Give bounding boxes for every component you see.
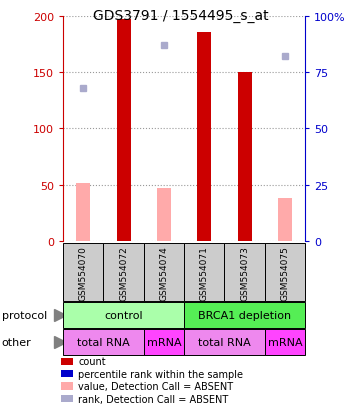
Bar <box>278 199 292 242</box>
Bar <box>197 33 211 242</box>
Bar <box>117 20 131 242</box>
Text: GSM554075: GSM554075 <box>280 245 290 300</box>
Text: GSM554072: GSM554072 <box>119 245 128 300</box>
Text: GSM554073: GSM554073 <box>240 245 249 300</box>
Text: percentile rank within the sample: percentile rank within the sample <box>78 369 243 379</box>
Text: GSM554070: GSM554070 <box>79 245 88 300</box>
Text: GSM554071: GSM554071 <box>200 245 209 300</box>
Text: value, Detection Call = ABSENT: value, Detection Call = ABSENT <box>78 381 234 391</box>
Text: other: other <box>2 337 31 347</box>
Text: mRNA: mRNA <box>147 337 181 347</box>
Text: mRNA: mRNA <box>268 337 302 347</box>
Text: protocol: protocol <box>2 310 47 320</box>
Text: GDS3791 / 1554495_s_at: GDS3791 / 1554495_s_at <box>93 9 268 23</box>
Text: total RNA: total RNA <box>198 337 251 347</box>
Text: rank, Detection Call = ABSENT: rank, Detection Call = ABSENT <box>78 394 229 404</box>
Bar <box>76 183 90 242</box>
Text: GSM554074: GSM554074 <box>160 245 169 300</box>
Text: control: control <box>104 310 143 320</box>
Bar <box>157 189 171 242</box>
Text: BRCA1 depletion: BRCA1 depletion <box>198 310 291 320</box>
Bar <box>238 73 252 242</box>
Text: total RNA: total RNA <box>77 337 130 347</box>
Text: count: count <box>78 356 106 366</box>
